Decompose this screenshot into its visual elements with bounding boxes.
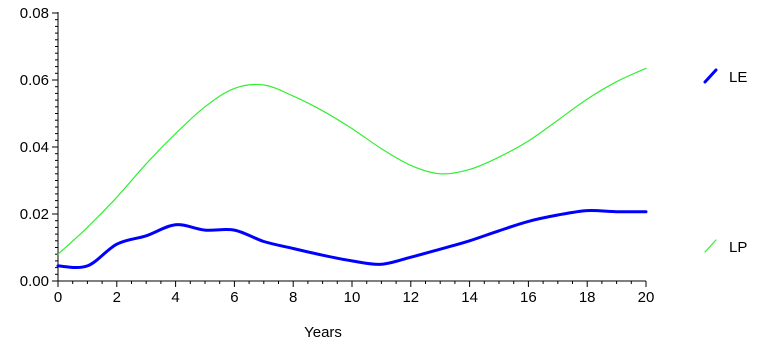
legend-label-le: LE xyxy=(729,69,747,86)
series-line-lp xyxy=(57,67,647,255)
x-tick-label: 6 xyxy=(230,289,238,306)
x-tick-label: 12 xyxy=(402,289,419,306)
axes: 0.00 0.02 0.04 0.06 0.08 0 2 4 6 8 10 12 14 16 18 20 xyxy=(20,5,655,306)
x-tick-label: 8 xyxy=(289,289,297,306)
series-line-le xyxy=(56,208,648,270)
y-tick-label: 0.02 xyxy=(20,206,49,223)
y-tick-label: 0.06 xyxy=(20,72,49,89)
y-tick-label: 0.08 xyxy=(20,5,49,22)
legend-swatch-lp xyxy=(704,239,717,253)
x-tick-label: 16 xyxy=(520,289,537,306)
legend-label-lp: LP xyxy=(729,239,747,256)
x-tick-label: 14 xyxy=(461,289,478,306)
x-tick-label: 10 xyxy=(344,289,361,306)
x-tick-label: 20 xyxy=(638,289,655,306)
y-tick-label: 0.04 xyxy=(20,139,49,156)
x-tick-label: 18 xyxy=(579,289,596,306)
y-tick-label: 0.00 xyxy=(20,273,49,290)
x-axis-label: Years xyxy=(304,324,342,341)
legend: LE LP xyxy=(703,68,747,256)
x-tick-label: 4 xyxy=(171,289,179,306)
series-lines xyxy=(56,67,648,270)
x-tick-label: 0 xyxy=(54,289,62,306)
x-tick-label: 2 xyxy=(113,289,121,306)
legend-swatch-le xyxy=(703,68,718,84)
